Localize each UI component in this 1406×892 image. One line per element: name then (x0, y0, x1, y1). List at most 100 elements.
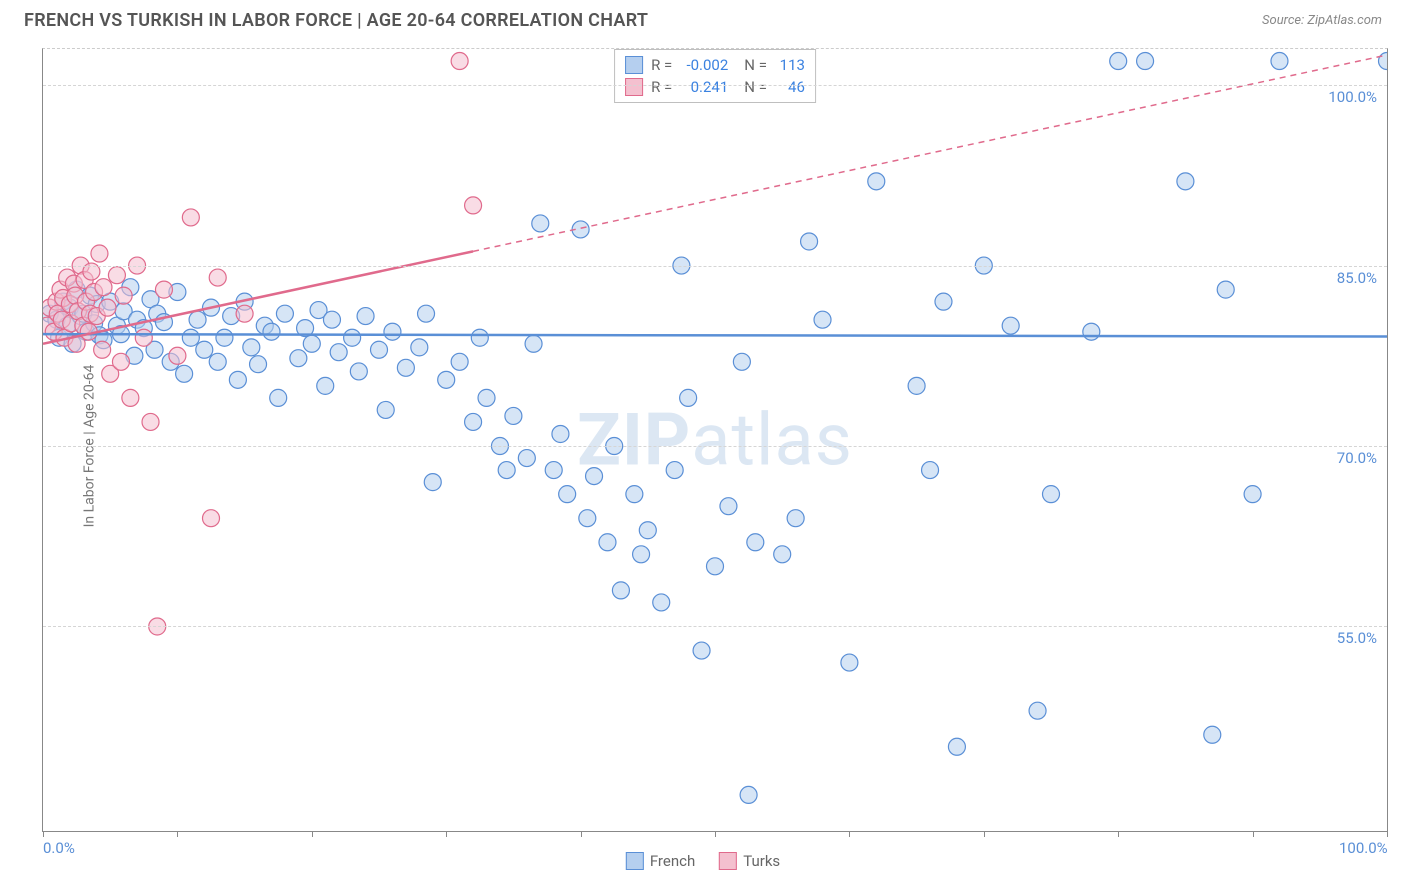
data-point (270, 389, 287, 406)
data-point (112, 353, 129, 370)
data-point (209, 353, 226, 370)
data-point (182, 209, 199, 226)
stat-n-value: 46 (775, 76, 805, 98)
data-point (465, 413, 482, 430)
data-point (95, 279, 112, 296)
data-point (693, 642, 710, 659)
legend-swatch (719, 852, 737, 870)
data-point (317, 377, 334, 394)
data-point (948, 738, 965, 755)
data-point (451, 53, 468, 70)
trend-line (43, 334, 1387, 336)
data-point (176, 365, 193, 382)
data-point (1204, 726, 1221, 743)
data-point (586, 468, 603, 485)
data-point (505, 407, 522, 424)
data-point (99, 299, 116, 316)
data-point (115, 287, 132, 304)
data-point (1043, 486, 1060, 503)
stat-r-value: 0.241 (680, 76, 728, 98)
data-point (371, 341, 388, 358)
data-point (841, 654, 858, 671)
data-point (303, 335, 320, 352)
legend-item: French (626, 852, 695, 870)
gridline (43, 446, 1387, 447)
x-tick (43, 831, 44, 837)
x-tick (446, 831, 447, 837)
x-tick (1253, 831, 1254, 837)
data-point (1271, 53, 1288, 70)
y-tick-label: 55.0% (1337, 629, 1377, 647)
x-tick (312, 831, 313, 837)
data-point (357, 308, 374, 325)
data-point (478, 389, 495, 406)
data-point (1029, 702, 1046, 719)
data-point (216, 329, 233, 346)
stat-label: R = (651, 76, 672, 98)
stats-row: R = 0.241 N = 46 (625, 76, 805, 98)
data-point (135, 329, 152, 346)
stats-row: R = -0.002 N = 113 (625, 54, 805, 76)
data-point (908, 377, 925, 394)
data-point (155, 281, 172, 298)
data-point (91, 245, 108, 262)
plot-area: ZIPatlas R = -0.002 N = 113 R = 0.241 N … (42, 48, 1388, 832)
stats-legend: R = -0.002 N = 113 R = 0.241 N = 46 (614, 49, 816, 103)
data-point (612, 582, 629, 599)
data-point (290, 350, 307, 367)
data-point (182, 329, 199, 346)
data-point (142, 413, 159, 430)
data-point (94, 341, 111, 358)
legend-swatch (626, 852, 644, 870)
legend-item: Turks (719, 852, 780, 870)
data-point (1083, 323, 1100, 340)
data-point (377, 401, 394, 418)
data-point (787, 510, 804, 527)
data-point (229, 371, 246, 388)
x-tick (177, 831, 178, 837)
legend-swatch (625, 56, 643, 74)
stat-label: N = (744, 76, 767, 98)
gridline (43, 85, 1387, 86)
x-tick (581, 831, 582, 837)
data-point (203, 510, 220, 527)
chart-title: FRENCH VS TURKISH IN LABOR FORCE | AGE 2… (24, 10, 648, 31)
data-point (680, 389, 697, 406)
stat-n-value: 113 (775, 54, 805, 76)
data-point (1177, 173, 1194, 190)
data-point (438, 371, 455, 388)
data-point (397, 359, 414, 376)
data-point (868, 173, 885, 190)
data-point (276, 305, 293, 322)
legend-swatch (625, 78, 643, 96)
data-point (801, 233, 818, 250)
y-tick-label: 70.0% (1337, 449, 1377, 467)
data-point (525, 335, 542, 352)
data-point (747, 534, 764, 551)
y-tick-label: 100.0% (1328, 88, 1377, 106)
stat-label: N = (744, 54, 767, 76)
data-point (633, 546, 650, 563)
data-point (263, 323, 280, 340)
data-point (498, 462, 515, 479)
gridline (43, 266, 1387, 267)
data-point (922, 462, 939, 479)
data-point (209, 269, 226, 286)
x-tick-label: 0.0% (43, 839, 75, 857)
data-point (411, 339, 428, 356)
data-point (350, 363, 367, 380)
data-point (559, 486, 576, 503)
data-point (465, 197, 482, 214)
data-point (108, 267, 125, 284)
data-point (666, 462, 683, 479)
legend-label: Turks (743, 852, 780, 870)
chart-header: FRENCH VS TURKISH IN LABOR FORCE | AGE 2… (0, 0, 1406, 39)
data-point (599, 534, 616, 551)
data-point (424, 474, 441, 491)
x-tick (849, 831, 850, 837)
series-legend: French Turks (626, 852, 780, 870)
stat-r-value: -0.002 (680, 54, 728, 76)
data-point (471, 329, 488, 346)
x-tick (715, 831, 716, 837)
data-point (552, 425, 569, 442)
